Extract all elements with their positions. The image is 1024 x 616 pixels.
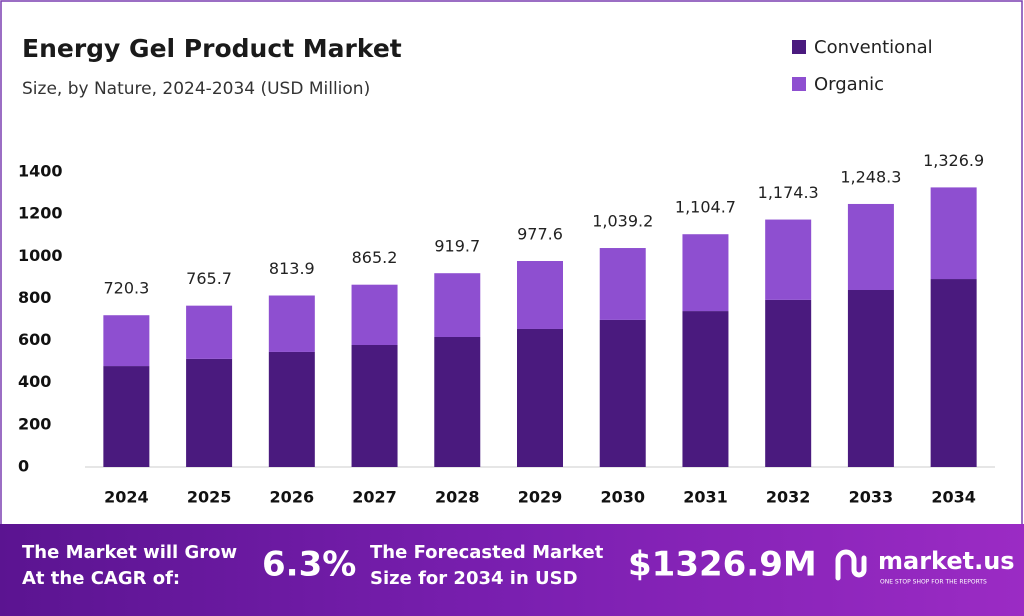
bar-segment [434, 336, 481, 467]
bar-segment [268, 351, 315, 467]
bar-segment [103, 366, 150, 467]
y-tick-label: 400 [18, 372, 51, 391]
total-label: 1,174.3 [758, 183, 819, 202]
y-tick-label: 600 [18, 330, 51, 349]
bar-segment [103, 315, 150, 367]
bar-segment [847, 203, 894, 290]
total-label: 919.7 [434, 237, 480, 256]
bar-segment [599, 248, 646, 320]
cagr-text: At the CAGR of: [22, 568, 180, 589]
total-label: 1,248.3 [840, 167, 901, 186]
y-tick-label: 1000 [18, 246, 63, 265]
y-tick-label: 800 [18, 288, 51, 307]
x-tick-label: 2030 [600, 488, 645, 507]
bar-segment [682, 234, 729, 312]
x-tick-label: 2025 [187, 488, 232, 507]
legend-swatch [792, 77, 806, 91]
bar-segment [517, 328, 563, 467]
x-tick-label: 2029 [518, 488, 563, 507]
total-label: 720.3 [103, 279, 149, 298]
y-tick-label: 200 [18, 414, 51, 433]
legend-label: Conventional [814, 37, 933, 58]
x-tick-label: 2031 [683, 488, 728, 507]
forecast-text: Size for 2034 in USD [370, 568, 578, 589]
x-tick-label: 2026 [270, 488, 315, 507]
x-tick-label: 2033 [849, 488, 894, 507]
bar-segment [765, 299, 812, 467]
total-label: 813.9 [269, 259, 315, 278]
y-tick-label: 0 [18, 457, 29, 476]
bar-segment [351, 284, 398, 345]
brand-logo [835, 549, 867, 581]
chart-subtitle: Size, by Nature, 2024-2034 (USD Million) [22, 79, 370, 99]
bar-segment [847, 290, 894, 467]
brand: market.us [878, 547, 1015, 575]
bar-segment [930, 279, 977, 467]
bar-segment [682, 311, 729, 467]
cagr-text: The Market will Grow [22, 542, 237, 563]
legend-swatch [792, 40, 806, 54]
bar-segment [517, 261, 563, 329]
x-tick-label: 2028 [435, 488, 480, 507]
cagr-value: 6.3% [262, 545, 356, 585]
forecast-text: The Forecasted Market [370, 542, 604, 563]
x-tick-label: 2027 [352, 488, 397, 507]
bar-segment [186, 305, 233, 359]
total-label: 1,039.2 [592, 212, 653, 231]
bar-segment [765, 219, 812, 300]
bar-segment [599, 319, 646, 467]
forecast-value: $1326.9M [628, 545, 817, 585]
bar-segment [930, 187, 977, 280]
total-label: 865.2 [352, 248, 398, 267]
y-tick-label: 1200 [18, 204, 63, 223]
x-tick-label: 2034 [931, 488, 976, 507]
total-label: 765.7 [186, 269, 232, 288]
bar-segment [351, 344, 398, 467]
bar-segment [268, 295, 315, 352]
bar-segment [434, 273, 481, 337]
x-tick-label: 2032 [766, 488, 811, 507]
legend-label: Organic [814, 74, 884, 95]
y-tick-label: 1400 [18, 162, 63, 181]
total-label: 1,326.9 [923, 151, 984, 170]
brand-tagline: ONE STOP SHOP FOR THE REPORTS [880, 579, 987, 586]
total-label: 1,104.7 [675, 198, 736, 217]
bar-segment [186, 358, 233, 467]
total-label: 977.6 [517, 225, 563, 244]
chart-title: Energy Gel Product Market [22, 34, 402, 63]
x-tick-label: 2024 [104, 488, 149, 507]
